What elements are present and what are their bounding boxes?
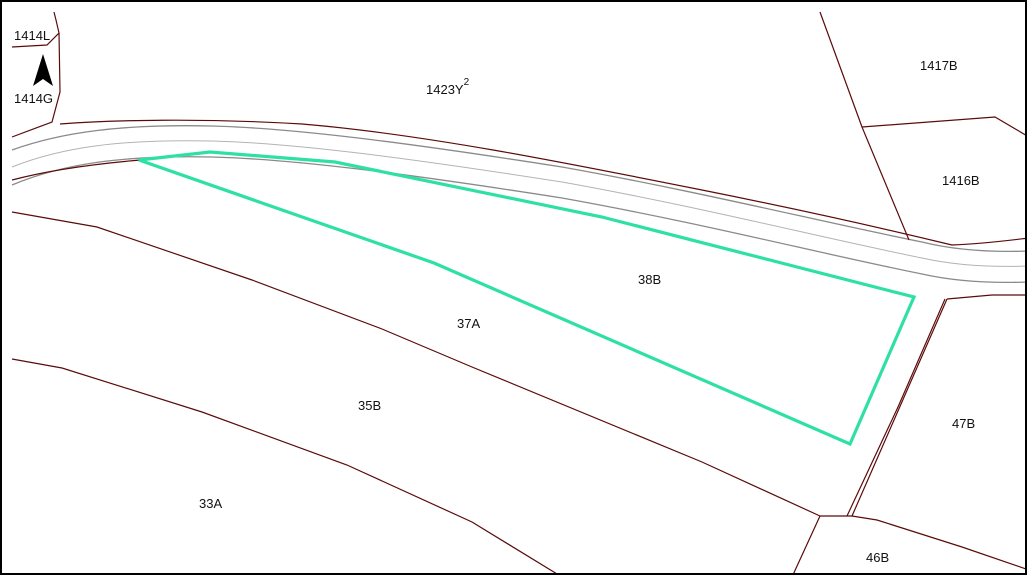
- boundary-1414-road: [11, 32, 61, 138]
- north-arrow-icon: [33, 54, 53, 86]
- label-46b: 46B: [866, 550, 889, 565]
- road: [11, 125, 1025, 284]
- boundary-south-road-east: [946, 294, 1025, 300]
- label-1423y: 1423Y2: [426, 77, 470, 97]
- boundary-37a-north: [11, 211, 821, 517]
- boundary-47b-west: [846, 298, 946, 517]
- label-37a: 37A: [457, 316, 480, 331]
- label-1414g: 1414G: [14, 91, 53, 106]
- label-1417b: 1417B: [920, 58, 958, 73]
- label-1423y-superscript: 2: [464, 77, 470, 88]
- boundary-38b-east: [793, 298, 948, 573]
- boundary-46b-north: [851, 515, 1025, 570]
- label-33a: 33A: [199, 496, 222, 511]
- label-47b: 47B: [952, 416, 975, 431]
- label-1423y-text: 1423Y: [426, 82, 464, 97]
- road-edge-north: [11, 125, 1025, 253]
- boundary-1417b-west: [819, 11, 910, 241]
- boundary-south-road-west: [11, 159, 141, 181]
- label-1414l: 1414L: [14, 28, 50, 43]
- label-35b: 35B: [358, 398, 381, 413]
- boundary-north-road: [59, 119, 1025, 246]
- boundary-35b-north: [11, 358, 557, 573]
- label-38b: 38B: [638, 272, 661, 287]
- boundary-1416b-north: [861, 116, 1025, 136]
- selected-parcel-outline[interactable]: [138, 150, 917, 447]
- label-1416b: 1416B: [942, 173, 980, 188]
- road-centerline: [11, 140, 1025, 267]
- parcel-boundaries: [11, 11, 1025, 573]
